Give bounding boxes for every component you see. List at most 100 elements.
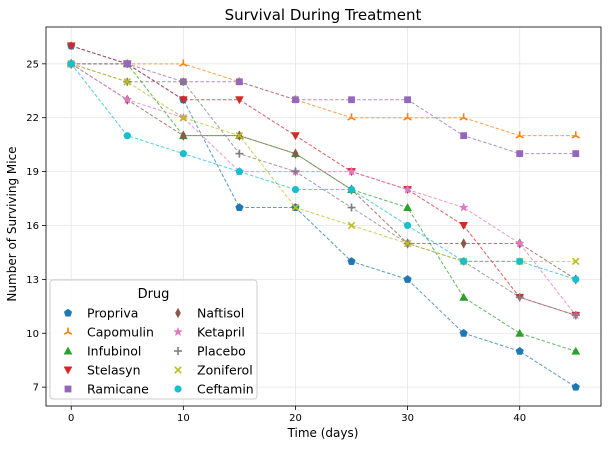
legend-marker-ketapril — [173, 326, 183, 337]
legend-item-ketapril: Ketapril — [173, 325, 245, 340]
legend-label-stelasyn: Stelasyn — [87, 363, 141, 378]
legend-marker-naftisol — [175, 307, 181, 319]
series-layer — [66, 41, 581, 391]
data-point-infubinol — [571, 346, 581, 355]
series-capomulin — [67, 59, 580, 139]
legend-marker-capomulin — [63, 327, 73, 335]
data-point-naftisol — [180, 130, 187, 141]
data-point-ceftamin — [67, 60, 75, 68]
data-point-stelasyn — [234, 96, 244, 105]
data-point-zoniferol — [403, 239, 412, 248]
data-point-zoniferol — [179, 113, 188, 122]
chart-title: Survival During Treatment — [225, 6, 422, 24]
legend-marker-propriva — [63, 308, 73, 317]
legend-item-ceftamin: Ceftamin — [174, 382, 254, 397]
data-point-ramicane — [460, 132, 468, 140]
data-point-placebo — [347, 203, 356, 212]
y-tick-label: 19 — [26, 167, 39, 178]
data-point-ceftamin — [460, 257, 468, 266]
y-tick-label: 16 — [26, 221, 39, 232]
legend-marker-stelasyn — [63, 366, 73, 375]
plot-area-frame — [45, 26, 602, 407]
data-point-ramicane — [572, 150, 580, 158]
data-point-ramicane — [123, 60, 131, 68]
data-point-stelasyn — [459, 222, 469, 230]
data-point-naftisol — [292, 148, 299, 159]
series-line-placebo — [71, 63, 576, 316]
legend-label-ketapril: Ketapril — [197, 325, 245, 340]
data-point-ceftamin — [347, 185, 356, 194]
series-line-stelasyn — [71, 45, 576, 316]
x-axis-label: Time (days) — [287, 426, 359, 440]
legend-title: Drug — [138, 287, 170, 302]
legend-marker-infubinol — [63, 346, 73, 355]
data-point-zoniferol — [123, 78, 132, 86]
y-tick-label: 10 — [26, 329, 39, 340]
data-point-ketapril — [346, 166, 357, 176]
data-point-propriva — [459, 328, 468, 337]
legend-marker-placebo — [174, 347, 182, 355]
y-tick-label: 7 — [33, 383, 39, 394]
data-point-naftisol — [460, 238, 467, 249]
data-point-zoniferol — [572, 257, 580, 266]
legend-marker-ceftamin — [174, 385, 182, 393]
data-point-ceftamin — [403, 221, 412, 230]
data-point-ramicane — [236, 78, 243, 86]
legend-item-stelasyn: Stelasyn — [63, 363, 141, 378]
legend-label-propriva: Propriva — [87, 306, 138, 321]
legend-item-placebo: Placebo — [174, 344, 246, 359]
data-point-ketapril — [514, 238, 525, 248]
series-line-ramicane — [71, 63, 576, 155]
data-point-placebo — [179, 77, 188, 86]
data-point-ceftamin — [235, 167, 244, 176]
data-point-placebo — [235, 149, 244, 158]
legend-item-infubinol: Infubinol — [63, 344, 141, 359]
x-tick-label: 40 — [513, 413, 526, 424]
data-point-stelasyn — [66, 42, 76, 51]
y-tick-label: 25 — [26, 59, 39, 70]
data-point-infubinol — [403, 203, 413, 211]
data-point-zoniferol — [291, 203, 300, 212]
series-ceftamin — [67, 60, 580, 283]
legend-box — [49, 279, 258, 400]
axes-layer: 0 10 20 30 40 7 10 13 16 19 22 25 — [26, 26, 602, 424]
data-point-ketapril — [458, 202, 469, 212]
data-point-propriva — [571, 382, 580, 391]
legend-item-zoniferol: Zoniferol — [174, 363, 253, 378]
legend-marker-ramicane — [64, 385, 72, 393]
data-point-placebo — [291, 167, 300, 176]
data-point-ketapril — [402, 184, 413, 194]
x-tick-label: 0 — [68, 413, 74, 424]
data-point-infubinol — [459, 292, 469, 301]
data-point-capomulin — [459, 113, 468, 121]
data-point-capomulin — [403, 113, 412, 121]
data-point-capomulin — [347, 113, 356, 121]
data-point-stelasyn — [178, 96, 188, 105]
legend-label-infubinol: Infubinol — [87, 344, 141, 359]
data-point-ceftamin — [516, 257, 524, 266]
series-line-zoniferol — [71, 63, 576, 262]
legend-label-capomulin: Capomulin — [87, 325, 154, 340]
series-line-propriva — [71, 45, 577, 388]
data-point-infubinol — [515, 328, 525, 337]
data-point-ceftamin — [572, 275, 580, 283]
data-point-ramicane — [516, 150, 524, 158]
legend-item-ramicane: Ramicane — [64, 382, 149, 397]
legend-label-ramicane: Ramicane — [87, 382, 149, 397]
legend-item-capomulin: Capomulin — [63, 325, 154, 340]
data-point-ceftamin — [291, 185, 300, 194]
legend-item-propriva: Propriva — [63, 306, 138, 321]
data-point-propriva — [347, 257, 356, 265]
data-point-ceftamin — [123, 132, 131, 140]
series-line-ceftamin — [70, 63, 576, 280]
series-line-capomulin — [71, 63, 576, 137]
legend-label-naftisol: Naftisol — [197, 306, 244, 321]
data-point-ramicane — [348, 96, 355, 104]
data-point-propriva — [515, 346, 524, 355]
data-point-capomulin — [179, 59, 188, 67]
y-tick-label: 22 — [26, 113, 39, 124]
x-tick-label: 30 — [401, 413, 414, 424]
